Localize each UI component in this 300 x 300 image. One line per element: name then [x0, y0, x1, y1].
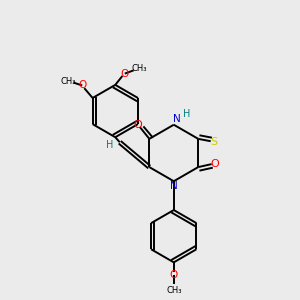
Text: N: N: [170, 181, 178, 191]
Text: O: O: [170, 270, 178, 280]
Text: H: H: [183, 109, 190, 119]
Text: O: O: [210, 159, 219, 169]
Text: S: S: [210, 137, 217, 147]
Text: O: O: [134, 120, 142, 130]
Text: O: O: [78, 80, 86, 91]
Text: N: N: [173, 114, 181, 124]
Text: CH₃: CH₃: [60, 76, 76, 85]
Text: CH₃: CH₃: [166, 286, 182, 295]
Text: H: H: [106, 140, 113, 150]
Text: O: O: [121, 69, 129, 79]
Text: CH₃: CH₃: [131, 64, 147, 73]
